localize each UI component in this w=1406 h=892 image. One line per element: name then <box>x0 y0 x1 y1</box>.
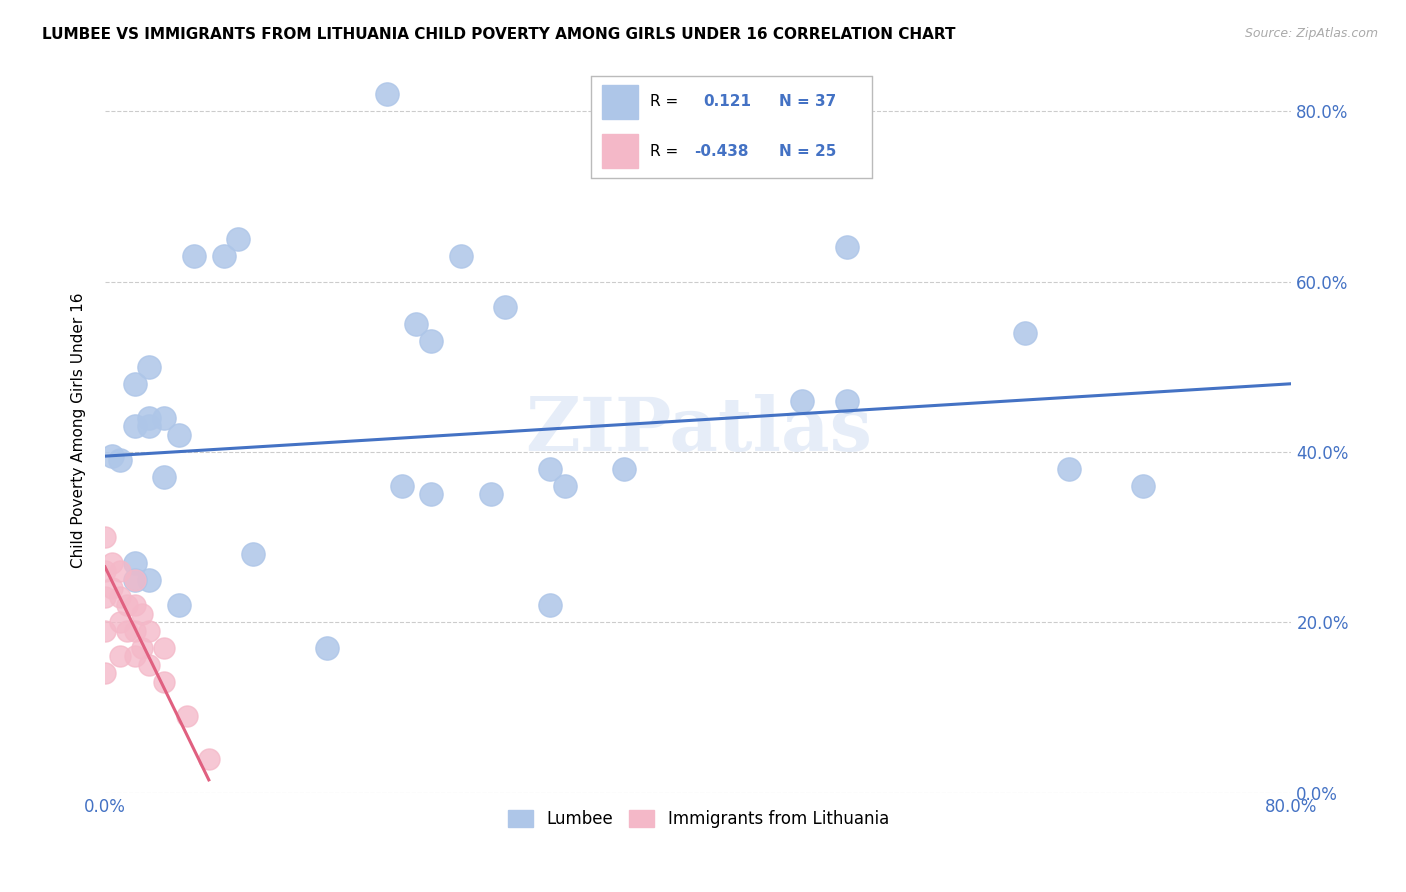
Text: R =: R = <box>650 144 678 159</box>
Point <box>115 599 138 613</box>
Point <box>94 624 117 638</box>
Text: R =: R = <box>650 95 678 110</box>
Point <box>153 470 176 484</box>
Point <box>835 393 858 408</box>
Point <box>420 487 443 501</box>
Point <box>494 300 516 314</box>
Point <box>405 317 427 331</box>
Point <box>108 615 131 630</box>
Point <box>101 449 124 463</box>
Text: -0.438: -0.438 <box>695 144 749 159</box>
Point <box>94 666 117 681</box>
Point <box>94 590 117 604</box>
Bar <box>602 85 638 119</box>
Point <box>153 674 176 689</box>
Point <box>131 640 153 655</box>
Point <box>101 581 124 595</box>
Point <box>613 462 636 476</box>
Point <box>479 487 502 501</box>
Point <box>124 649 146 664</box>
Point <box>138 624 160 638</box>
Text: ZIPatlas: ZIPatlas <box>524 394 872 467</box>
Point <box>538 599 561 613</box>
Point <box>131 607 153 621</box>
Point <box>167 599 190 613</box>
Point <box>391 479 413 493</box>
Point <box>108 564 131 578</box>
Point <box>94 530 117 544</box>
Point <box>316 640 339 655</box>
Point <box>124 573 146 587</box>
Point <box>108 453 131 467</box>
Bar <box>602 135 638 168</box>
Text: LUMBEE VS IMMIGRANTS FROM LITHUANIA CHILD POVERTY AMONG GIRLS UNDER 16 CORRELATI: LUMBEE VS IMMIGRANTS FROM LITHUANIA CHIL… <box>42 27 956 42</box>
Point <box>138 410 160 425</box>
Text: Source: ZipAtlas.com: Source: ZipAtlas.com <box>1244 27 1378 40</box>
Point <box>124 599 146 613</box>
Point <box>212 249 235 263</box>
Point <box>228 232 250 246</box>
Point <box>124 376 146 391</box>
Point <box>450 249 472 263</box>
Point <box>1014 326 1036 340</box>
Point <box>420 334 443 348</box>
Point <box>108 649 131 664</box>
Point <box>153 410 176 425</box>
Point <box>1057 462 1080 476</box>
Point <box>94 564 117 578</box>
Point <box>124 419 146 434</box>
Point <box>138 657 160 672</box>
Point <box>538 462 561 476</box>
Point <box>167 427 190 442</box>
Point <box>1132 479 1154 493</box>
Point <box>153 640 176 655</box>
Point <box>108 590 131 604</box>
Point <box>124 556 146 570</box>
Point <box>198 751 221 765</box>
Point <box>183 249 205 263</box>
Point <box>138 573 160 587</box>
Point <box>835 240 858 254</box>
Point <box>115 624 138 638</box>
Text: 0.121: 0.121 <box>703 95 751 110</box>
Point <box>124 624 146 638</box>
Legend: Lumbee, Immigrants from Lithuania: Lumbee, Immigrants from Lithuania <box>501 804 896 835</box>
Point <box>375 87 398 101</box>
Text: N = 25: N = 25 <box>779 144 837 159</box>
Point <box>124 573 146 587</box>
Text: N = 37: N = 37 <box>779 95 837 110</box>
Point <box>554 479 576 493</box>
Point <box>242 547 264 561</box>
Y-axis label: Child Poverty Among Girls Under 16: Child Poverty Among Girls Under 16 <box>72 293 86 568</box>
Point <box>138 419 160 434</box>
Point <box>138 359 160 374</box>
Point <box>176 709 198 723</box>
Point <box>101 556 124 570</box>
Point <box>790 393 813 408</box>
